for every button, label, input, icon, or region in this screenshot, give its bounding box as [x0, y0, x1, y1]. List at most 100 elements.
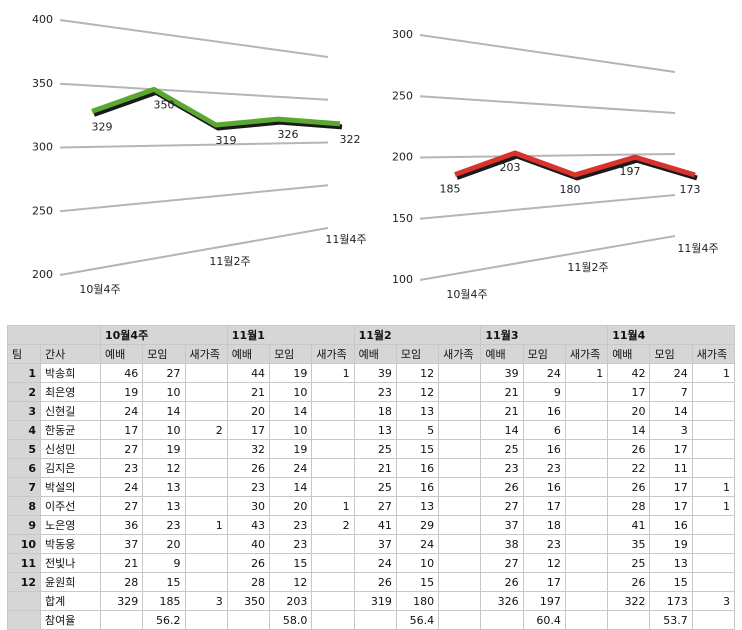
- name-cell: 박동웅: [40, 534, 101, 554]
- number-cell: 17: [99, 420, 144, 440]
- column-header: 새가족: [564, 344, 609, 364]
- grid-line: [59, 82, 329, 101]
- number-cell: 56.4: [395, 610, 440, 630]
- number-cell: 12: [395, 382, 440, 402]
- number-cell: [691, 610, 736, 630]
- number-cell: 19: [269, 363, 313, 383]
- number-cell: 10: [269, 420, 313, 440]
- team-number: 5: [7, 439, 41, 459]
- number-cell: 27: [480, 553, 524, 573]
- number-cell: 1: [311, 363, 355, 383]
- header-cell: [7, 325, 101, 345]
- number-cell: 21: [480, 401, 524, 421]
- number-cell: 14: [142, 401, 186, 421]
- number-cell: [311, 610, 355, 630]
- number-cell: 5: [395, 420, 440, 440]
- x-tick-label: 10월4주: [79, 283, 120, 296]
- number-cell: 203: [269, 591, 313, 611]
- table-row: 11 전빛나 21 9 26 15 24 10 27 12 25 13: [7, 553, 736, 573]
- number-cell: 19: [269, 439, 313, 459]
- number-cell: 24: [353, 553, 397, 573]
- number-cell: 17: [522, 496, 566, 516]
- number-cell: [226, 610, 271, 630]
- table-row: 10월4주 11월1 11월2 11월3 11월4: [7, 325, 735, 345]
- number-cell: [438, 401, 482, 421]
- y-tick-label: 300: [392, 28, 413, 41]
- number-cell: [691, 458, 736, 478]
- number-cell: 17: [607, 382, 651, 402]
- number-cell: 23: [269, 534, 313, 554]
- number-cell: 30: [226, 496, 271, 516]
- number-cell: [564, 610, 609, 630]
- number-cell: 35: [607, 534, 651, 554]
- number-cell: 27: [99, 439, 144, 459]
- number-cell: [438, 553, 482, 573]
- number-cell: [438, 496, 482, 516]
- number-cell: [691, 439, 736, 459]
- table-row: 12 윤원희 28 15 28 12 26 15 26 17 26 15: [7, 572, 736, 592]
- number-cell: [438, 458, 482, 478]
- number-cell: 9: [142, 553, 186, 573]
- column-header: 새가족: [691, 344, 736, 364]
- y-tick-label: 300: [32, 141, 53, 154]
- column-header: 모임: [142, 344, 186, 364]
- number-cell: 37: [99, 534, 144, 554]
- grid-line: [59, 19, 329, 58]
- data-label: 326: [278, 128, 299, 141]
- number-cell: [353, 610, 397, 630]
- data-label: 173: [680, 183, 701, 196]
- number-cell: 13: [142, 477, 186, 497]
- number-cell: 40: [226, 534, 271, 554]
- data-line: [454, 150, 696, 178]
- number-cell: [438, 572, 482, 592]
- number-cell: 37: [480, 515, 524, 535]
- number-cell: 53.7: [649, 610, 693, 630]
- number-cell: 18: [353, 401, 397, 421]
- number-cell: [311, 534, 355, 554]
- number-cell: 18: [522, 515, 566, 535]
- number-cell: 15: [269, 553, 313, 573]
- number-cell: 21: [480, 382, 524, 402]
- number-cell: 23: [226, 477, 271, 497]
- number-cell: [311, 553, 355, 573]
- number-cell: 24: [269, 458, 313, 478]
- number-cell: 21: [353, 458, 397, 478]
- number-cell: 14: [269, 477, 313, 497]
- name-cell: 박설의: [40, 477, 101, 497]
- grid-line: [59, 184, 329, 213]
- number-cell: [311, 591, 355, 611]
- number-cell: [184, 382, 228, 402]
- number-cell: 28: [226, 572, 271, 592]
- number-cell: [184, 477, 228, 497]
- team-number: 3: [7, 401, 41, 421]
- number-cell: 13: [395, 496, 440, 516]
- table-row: 10 박동웅 37 20 40 23 37 24 38 23 35 19: [7, 534, 736, 554]
- team-number: 4: [7, 420, 41, 440]
- column-header: 새가족: [438, 344, 482, 364]
- number-cell: 10: [142, 382, 186, 402]
- y-tick-label: 250: [32, 204, 53, 217]
- column-header: 예배: [480, 344, 524, 364]
- number-cell: 26: [607, 477, 651, 497]
- number-cell: 26: [226, 553, 271, 573]
- number-cell: 197: [522, 591, 566, 611]
- number-cell: [564, 591, 609, 611]
- number-cell: 16: [522, 401, 566, 421]
- number-cell: 185: [142, 591, 186, 611]
- number-cell: [564, 572, 609, 592]
- number-cell: 60.4: [522, 610, 566, 630]
- column-header: 모임: [269, 344, 313, 364]
- y-tick-label: 100: [392, 273, 413, 286]
- team-number: [7, 610, 41, 630]
- table-row: 3 신현길 24 14 20 14 18 13 21 16 20 14: [7, 401, 736, 421]
- number-cell: 38: [480, 534, 524, 554]
- table-row: 팀 간사 예배 모임 새가족 예배 모임 새가족 예배 모임 새가족 예배 모임 새가족 예배 모임 새가족: [7, 344, 736, 364]
- data-label: 319: [216, 134, 237, 147]
- number-cell: [438, 534, 482, 554]
- number-cell: 15: [142, 572, 186, 592]
- line-shadow: [93, 89, 343, 131]
- number-cell: [184, 439, 228, 459]
- data-label: 329: [92, 120, 113, 133]
- x-tick-label: 10월4주: [446, 288, 487, 301]
